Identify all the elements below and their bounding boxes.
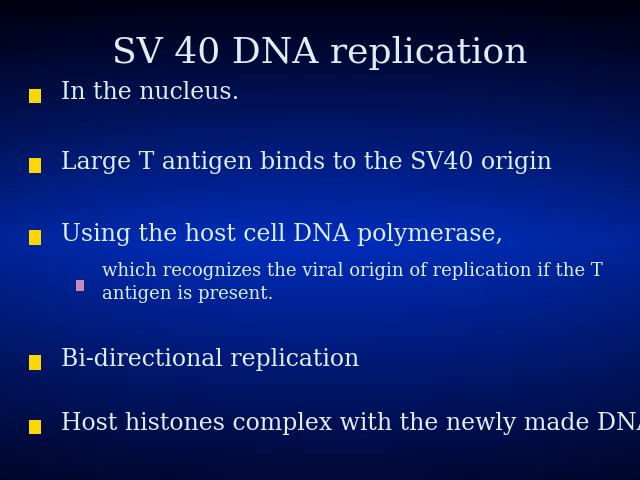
Text: which recognizes the viral origin of replication if the T
antigen is present.: which recognizes the viral origin of rep… (102, 262, 603, 303)
Text: SV 40 DNA replication: SV 40 DNA replication (112, 36, 528, 70)
FancyBboxPatch shape (29, 158, 41, 173)
FancyBboxPatch shape (29, 230, 41, 245)
FancyBboxPatch shape (29, 89, 41, 103)
FancyBboxPatch shape (29, 355, 41, 370)
FancyBboxPatch shape (29, 420, 41, 434)
Text: In the nucleus.: In the nucleus. (61, 81, 239, 104)
Text: Bi-directional replication: Bi-directional replication (61, 348, 359, 371)
Text: Using the host cell DNA polymerase,: Using the host cell DNA polymerase, (61, 223, 503, 246)
Text: Host histones complex with the newly made DNA.: Host histones complex with the newly mad… (61, 412, 640, 435)
FancyBboxPatch shape (76, 280, 84, 291)
Text: Large T antigen binds to the SV40 origin: Large T antigen binds to the SV40 origin (61, 151, 552, 174)
